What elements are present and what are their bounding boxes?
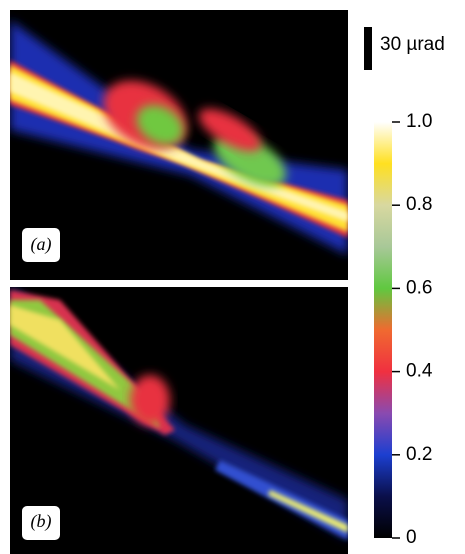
label-box: [22, 506, 60, 540]
panel-b-image: (b): [10, 287, 348, 554]
y-tick-label: 0.2: [406, 444, 432, 465]
label-box: [22, 228, 60, 262]
panel-label: (b): [31, 511, 52, 532]
scale-bar-label: 30 µrad: [380, 34, 445, 55]
y-tick-label: 1.0: [406, 111, 432, 132]
y-tick-label: 0.4: [406, 361, 433, 382]
y-tick-label: 0.6: [406, 277, 432, 298]
panel-label: (a): [31, 234, 52, 255]
y-tick-label: 0.8: [406, 194, 432, 215]
panel-a-image: (a): [10, 10, 348, 280]
colorbar: [374, 122, 392, 538]
y-tick-label: 0: [406, 527, 417, 548]
scale-bar: [364, 27, 372, 70]
